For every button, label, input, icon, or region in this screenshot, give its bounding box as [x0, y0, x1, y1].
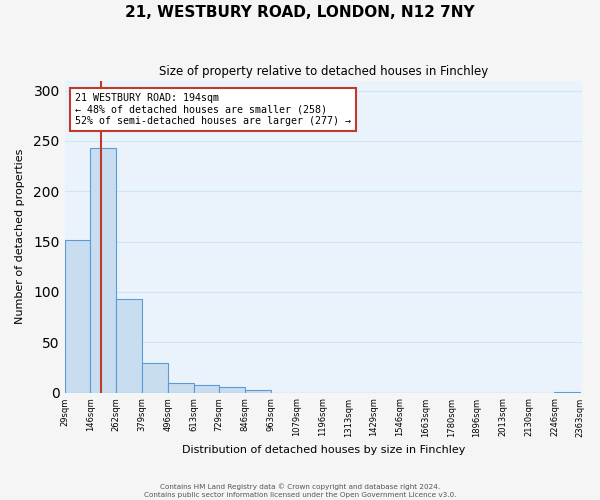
Bar — [194, 384, 220, 392]
Bar — [245, 390, 271, 392]
Bar — [168, 384, 194, 392]
Text: 21, WESTBURY ROAD, LONDON, N12 7NY: 21, WESTBURY ROAD, LONDON, N12 7NY — [125, 5, 475, 20]
Text: Contains HM Land Registry data © Crown copyright and database right 2024.
Contai: Contains HM Land Registry data © Crown c… — [144, 484, 456, 498]
Bar — [219, 386, 245, 392]
Bar — [142, 364, 168, 392]
Bar — [116, 299, 142, 392]
X-axis label: Distribution of detached houses by size in Finchley: Distribution of detached houses by size … — [182, 445, 465, 455]
Title: Size of property relative to detached houses in Finchley: Size of property relative to detached ho… — [159, 65, 488, 78]
Bar — [91, 148, 116, 392]
Text: 21 WESTBURY ROAD: 194sqm
← 48% of detached houses are smaller (258)
52% of semi-: 21 WESTBURY ROAD: 194sqm ← 48% of detach… — [75, 92, 351, 126]
Bar — [65, 240, 91, 392]
Y-axis label: Number of detached properties: Number of detached properties — [15, 149, 25, 324]
